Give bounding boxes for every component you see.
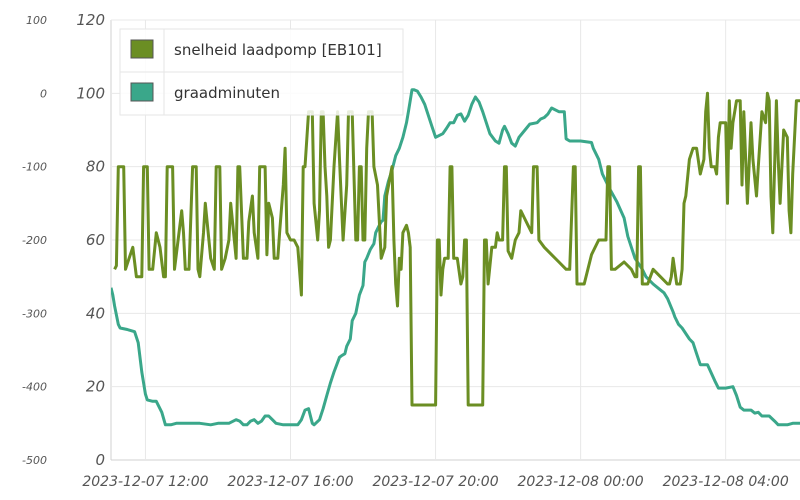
x-axis-tick-label: 2023-12-07 20:00 <box>372 474 498 490</box>
legend-label-graadminuten: graadminuten <box>174 84 280 102</box>
right-axis-tick-label: 20 <box>86 378 105 396</box>
x-axis-tick-label: 2023-12-08 00:00 <box>518 474 644 490</box>
series-line-snelheid-laadpomp <box>113 91 800 407</box>
x-axis-tick-label: 2023-12-07 16:00 <box>227 474 353 490</box>
x-axis-tick-label: 2023-12-08 04:00 <box>663 474 789 490</box>
x-axis-ticks: 2023-12-07 12:00 2023-12-07 16:00 2023-12-… <box>82 474 788 490</box>
right-axis-tick-label: 100 <box>76 84 105 102</box>
left-axis-tick-label: 0 <box>40 87 47 100</box>
right-axis-tick-label: 60 <box>86 231 105 249</box>
legend-label-snelheid: snelheid laadpomp [EB101] <box>174 41 382 59</box>
right-axis-tick-label: 40 <box>86 304 105 322</box>
series-group <box>111 88 800 427</box>
x-axis-tick-label: 2023-12-07 12:00 <box>82 474 208 490</box>
left-axis-tick-label: -300 <box>22 307 47 320</box>
right-axis-ticks: 120 100 80 60 40 20 0 <box>76 11 105 469</box>
left-axis-tick-label: 100 <box>26 14 47 27</box>
left-axis-tick-label: -200 <box>22 234 47 247</box>
left-axis-tick-label: -400 <box>22 381 47 394</box>
legend-swatch-graadminuten <box>130 82 154 102</box>
right-axis-tick-label: 0 <box>95 451 105 469</box>
left-axis-ticks: 100 0 -100 -200 -300 -400 -500 <box>22 14 47 467</box>
series-line-graadminuten <box>111 88 800 427</box>
left-axis-tick-label: -500 <box>22 454 47 467</box>
right-axis-tick-label: 120 <box>76 11 105 29</box>
right-axis-tick-label: 80 <box>86 158 105 176</box>
legend: snelheid laadpomp [EB101] graadminuten <box>119 28 404 116</box>
legend-swatch-snelheid <box>130 39 154 59</box>
left-axis-tick-label: -100 <box>22 161 47 174</box>
